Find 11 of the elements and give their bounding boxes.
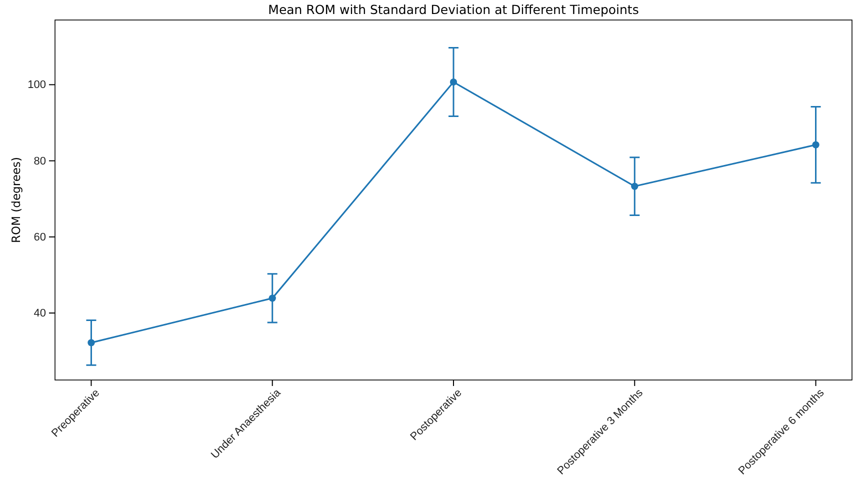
point <box>88 339 95 346</box>
chart-title: Mean ROM with Standard Deviation at Different Timepoints <box>268 2 639 17</box>
point <box>450 78 458 86</box>
y-tick-label: 100 <box>28 79 46 92</box>
point <box>631 182 638 190</box>
y-axis-title: ROM (degrees) <box>9 157 23 243</box>
y-tick-label: 60 <box>34 231 46 244</box>
point <box>268 294 276 302</box>
point <box>812 141 820 148</box>
y-tick-label: 40 <box>34 308 46 320</box>
y-tick-label: 80 <box>34 155 46 168</box>
